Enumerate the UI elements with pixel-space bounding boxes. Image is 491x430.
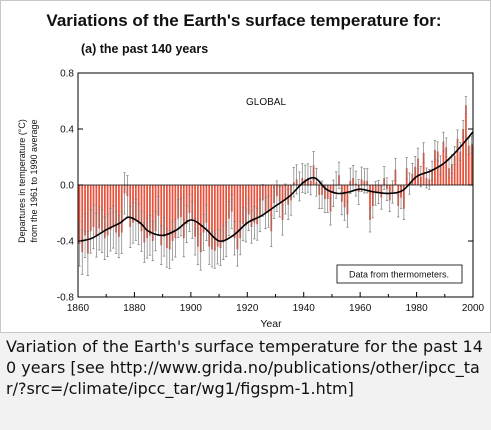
x-tick-label: 1920	[236, 303, 259, 314]
bar	[202, 185, 205, 233]
x-tick-label: 1860	[67, 303, 90, 314]
bar	[89, 185, 92, 232]
bar	[118, 185, 120, 237]
bar	[154, 185, 157, 232]
temperature-chart: Variations of the Earth's surface temper…	[17, 11, 485, 330]
error-bars	[78, 96, 473, 276]
chart-subtitle: (a) the past 140 years	[81, 42, 208, 56]
x-tick-label: 2000	[462, 303, 485, 314]
bar	[445, 147, 448, 185]
y-tick-label: -0.4	[57, 237, 75, 248]
bar	[253, 185, 256, 223]
bar	[236, 185, 239, 250]
bar	[199, 185, 202, 253]
bar	[109, 185, 112, 230]
x-tick-label: 1960	[349, 303, 372, 314]
x-tick-label: 1880	[123, 303, 146, 314]
y-tick-label: -0.8	[57, 293, 75, 304]
bar	[140, 185, 143, 232]
bar	[470, 144, 473, 185]
bar	[465, 105, 467, 185]
bar	[216, 185, 219, 247]
bar	[174, 185, 177, 239]
bar	[459, 151, 462, 185]
bar	[422, 152, 425, 185]
bar	[205, 185, 208, 223]
bar	[168, 185, 171, 250]
bar	[146, 185, 148, 239]
bar	[233, 185, 236, 239]
bar	[453, 155, 456, 185]
bar	[171, 185, 174, 241]
bar	[239, 185, 242, 239]
bar	[166, 185, 168, 248]
y-tick-label: 0.8	[60, 69, 74, 80]
bar	[417, 158, 419, 185]
bar	[129, 185, 132, 227]
legend-box	[336, 264, 463, 284]
bar	[225, 185, 227, 240]
figure-title: Variations of the Earth's surface temper…	[46, 11, 441, 30]
x-tick-label: 1940	[293, 303, 316, 314]
bar	[84, 185, 86, 236]
bar	[78, 185, 81, 244]
region-label: GLOBAL	[246, 97, 286, 108]
bar	[256, 185, 259, 225]
bar	[369, 185, 371, 220]
bar	[143, 185, 146, 243]
bar	[211, 185, 213, 250]
bar	[194, 185, 196, 237]
bar	[95, 185, 98, 236]
bar	[245, 185, 247, 226]
figure-frame: Variations of the Earth's surface temper…	[0, 0, 491, 333]
bar	[208, 185, 211, 247]
bar	[185, 185, 188, 225]
bar	[250, 185, 253, 227]
bar	[160, 185, 163, 246]
bar	[163, 185, 165, 237]
bar	[456, 138, 459, 185]
bar	[120, 185, 123, 233]
bar	[106, 185, 109, 236]
bar	[213, 185, 216, 251]
bar	[87, 185, 89, 254]
figure-caption: Variation of the Earth's surface tempera…	[6, 337, 483, 398]
x-axis-label: Year	[260, 318, 282, 330]
bar	[151, 185, 154, 241]
bar	[219, 185, 222, 248]
bar	[222, 185, 225, 243]
bar	[450, 164, 453, 185]
y-axis-label: Departures in temperature (°C) from the …	[17, 119, 39, 243]
bar	[403, 185, 405, 209]
bar	[462, 129, 464, 185]
bar	[115, 185, 117, 233]
bar	[346, 185, 349, 215]
bar	[103, 185, 106, 239]
bar	[197, 185, 199, 247]
bar	[182, 185, 185, 239]
bar	[149, 185, 151, 236]
bar	[434, 150, 436, 185]
y-tick-label: 0.0	[60, 181, 74, 192]
y-axis-label-line-1: Departures in temperature (°C)	[17, 119, 27, 243]
bar	[101, 185, 103, 232]
legend: Data from thermometers.	[336, 264, 463, 284]
bar	[242, 185, 244, 225]
axes: 1860 1880 1900 1920 1940 1960 1980 2000 0.8 0.4 0.…	[57, 69, 485, 315]
smoothed-curve	[80, 131, 474, 243]
y-axis-label-line-2: from the 1961 to 1990 average	[29, 119, 39, 242]
legend-text: Data from thermometers.	[349, 270, 449, 280]
x-tick-label: 1980	[405, 303, 428, 314]
bar	[467, 145, 470, 185]
x-tick-label: 1900	[180, 303, 203, 314]
bar	[281, 185, 284, 220]
y-tick-label: 0.4	[60, 125, 74, 136]
bar	[81, 185, 84, 253]
